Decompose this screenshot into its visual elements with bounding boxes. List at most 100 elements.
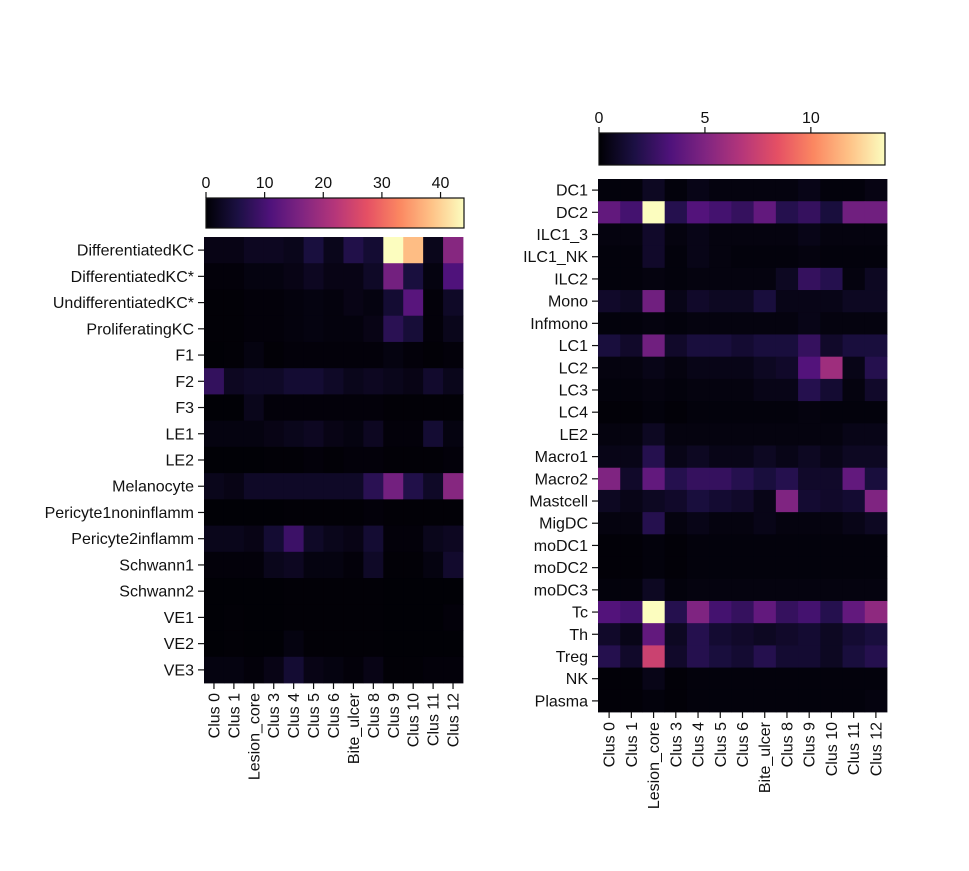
right-cell-lc1-clus-6: [731, 334, 755, 358]
right-cell-nk-clus-0: [598, 667, 621, 691]
right-cell-lc4-bite-ulcer: [753, 401, 777, 424]
right-cell-lc1-clus-1: [620, 334, 643, 358]
left-cell-differentiatedkc-clus-3: [263, 237, 285, 264]
left-cell-ve3-clus-4: [283, 656, 305, 684]
right-cell-dc2-clus-8: [775, 201, 799, 224]
left-cell-ve2-clus-9: [383, 630, 404, 658]
left-cell-melanocyte-clus-5: [303, 473, 324, 500]
left-cell-ve3-lesion-core: [243, 656, 265, 684]
left-cell-pericyte2inflamm-bite-ulcer: [343, 525, 364, 553]
right-cell-ilc1-3-clus-5: [709, 223, 732, 247]
left-cell-le2-clus-0: [204, 446, 225, 474]
right-colorbar-tick-label: 10: [802, 110, 820, 127]
left-cell-undifferentiatedkc-clus-3: [263, 289, 285, 317]
right-cell-lc4-clus-0: [598, 401, 621, 424]
left-cell-pericyte1noninflamm-bite-ulcer: [343, 499, 364, 526]
right-row-label-infmono: Infmono: [530, 316, 588, 333]
right-cell-modc1-clus-0: [598, 534, 621, 557]
left-cell-pericyte2inflamm-clus-5: [303, 525, 324, 553]
right-cell-migdc-clus-3: [664, 512, 688, 535]
left-cell-pericyte1noninflamm-clus-1: [223, 499, 245, 526]
right-cell-dc2-clus-6: [731, 201, 755, 224]
left-cell-ve2-bite-ulcer: [343, 630, 364, 658]
left-row-label-ve1: VE1: [164, 610, 194, 627]
left-cell-melanocyte-clus-12: [443, 473, 464, 500]
right-row-label-macro2: Macro2: [535, 471, 588, 488]
left-cell-f2-clus-3: [263, 368, 285, 395]
left-cell-differentiatedkc-clus-10: [403, 263, 424, 290]
left-colorbar-tick-label: 40: [432, 175, 450, 192]
left-cell-f3-clus-9: [383, 394, 404, 422]
left-cell-f2-clus-1: [223, 368, 245, 395]
right-cell-th-clus-4: [686, 623, 710, 646]
left-cell-f1-clus-6: [323, 341, 344, 369]
right-cell-modc1-bite-ulcer: [753, 534, 777, 557]
right-cell-th-clus-6: [731, 623, 755, 646]
left-cell-ve2-clus-11: [423, 630, 444, 658]
right-cell-mastcell-clus-5: [709, 489, 732, 513]
right-cell-mastcell-clus-10: [820, 489, 843, 513]
right-cell-macro2-bite-ulcer: [753, 467, 777, 491]
right-cell-modc1-clus-11: [842, 534, 866, 557]
right-cell-modc3-clus-1: [620, 578, 643, 602]
left-cell-differentiatedkc-clus-1: [223, 263, 245, 290]
right-cell-ilc2-clus-3: [664, 267, 688, 291]
right-cell-lc2-clus-5: [709, 356, 732, 380]
right-cell-dc1-clus-5: [709, 179, 732, 202]
right-cell-ilc1-nk-clus-1: [620, 245, 643, 269]
right-cell-tc-clus-12: [864, 600, 888, 624]
right-cell-macro1-clus-1: [620, 445, 643, 469]
right-cell-migdc-clus-8: [775, 512, 799, 535]
right-cell-lc1-bite-ulcer: [753, 334, 777, 358]
right-cell-migdc-clus-12: [864, 512, 888, 535]
left-cell-le1-bite-ulcer: [343, 420, 364, 448]
left-cell-ve3-clus-3: [263, 656, 285, 684]
right-cell-ilc2-clus-5: [709, 267, 732, 291]
right-cell-mono-clus-9: [798, 290, 821, 313]
right-col-label-lesion-core: Lesion_core: [646, 722, 663, 809]
left-cell-f1-clus-1: [223, 341, 245, 369]
right-cell-treg-bite-ulcer: [753, 645, 777, 668]
right-cell-dc1-clus-12: [864, 179, 888, 202]
right-cell-modc2-clus-9: [798, 556, 821, 580]
left-cell-differentiatedkc-clus-0: [204, 263, 225, 290]
right-cell-ilc1-3-clus-10: [820, 223, 843, 247]
right-cell-lc2-clus-3: [664, 356, 688, 380]
right-cell-lc4-clus-3: [664, 401, 688, 424]
right-cell-dc1-clus-0: [598, 179, 621, 202]
left-cell-f2-clus-4: [283, 368, 305, 395]
left-col-label-clus-11: Clus 11: [426, 693, 443, 746]
right-cell-modc3-clus-8: [775, 578, 799, 602]
right-cell-le2-clus-5: [709, 423, 732, 446]
left-cell-proliferatingkc-bite-ulcer: [343, 315, 364, 343]
right-cell-plasma-clus-3: [664, 689, 688, 713]
left-cell-schwann2-bite-ulcer: [343, 578, 364, 605]
right-cell-ilc2-bite-ulcer: [753, 267, 777, 291]
left-cell-pericyte1noninflamm-clus-8: [363, 499, 384, 526]
right-cell-modc1-clus-9: [798, 534, 821, 557]
right-cell-modc3-clus-0: [598, 578, 621, 602]
right-col-label-clus-5: Clus 5: [713, 722, 730, 767]
left-cell-pericyte1noninflamm-clus-10: [403, 499, 424, 526]
right-cell-modc3-clus-5: [709, 578, 732, 602]
right-cell-macro1-clus-11: [842, 445, 866, 469]
right-cell-lc4-clus-5: [709, 401, 732, 424]
right-cell-modc2-clus-6: [731, 556, 755, 580]
right-cell-ilc1-3-clus-0: [598, 223, 621, 247]
right-cell-plasma-lesion-core: [642, 689, 666, 713]
right-cell-modc3-clus-3: [664, 578, 688, 602]
left-cell-pericyte2inflamm-clus-4: [283, 525, 305, 553]
right-cell-mastcell-clus-3: [664, 489, 688, 513]
left-cell-ve1-clus-1: [223, 604, 245, 631]
right-cell-ilc1-3-clus-4: [686, 223, 710, 247]
right-cell-lc1-clus-12: [864, 334, 888, 358]
left-cell-le2-bite-ulcer: [343, 446, 364, 474]
right-cell-nk-bite-ulcer: [753, 667, 777, 691]
left-cell-ve2-clus-1: [223, 630, 245, 658]
right-cell-lc2-clus-12: [864, 356, 888, 380]
left-cell-ve3-clus-5: [303, 656, 324, 684]
right-row-label-plasma: Plasma: [535, 693, 588, 710]
left-cell-f1-bite-ulcer: [343, 341, 364, 369]
left-col-label-clus-10: Clus 10: [406, 693, 423, 747]
left-cell-schwann1-clus-6: [323, 551, 344, 579]
